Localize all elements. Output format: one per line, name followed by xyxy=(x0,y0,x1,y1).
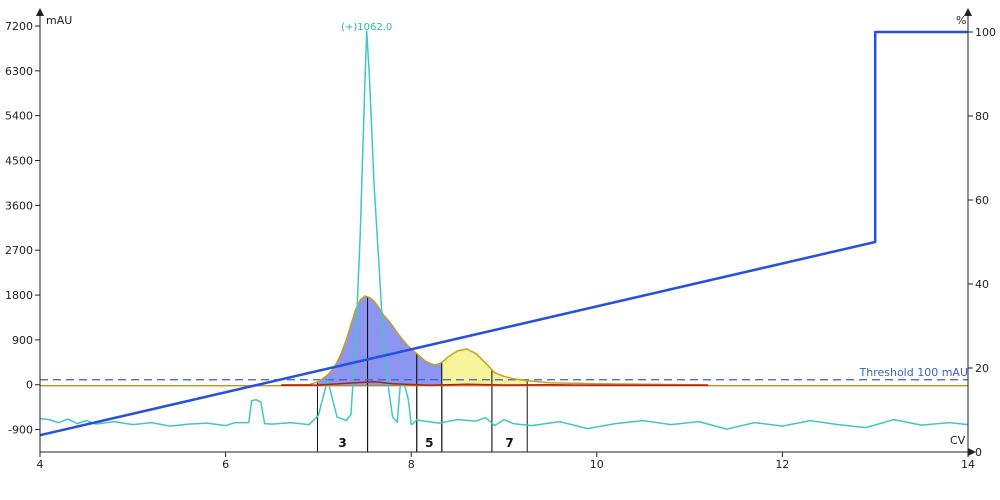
y-left-tick-label: -900 xyxy=(8,424,33,437)
ticks-layer: 4 6 8 10 12 14-900090018002700360045005400630… xyxy=(5,20,996,471)
axes-layer: mAU % CV xyxy=(36,8,976,456)
fraction-label-3: 3 xyxy=(338,436,346,450)
threshold-label: Threshold 100 mAU xyxy=(859,366,969,379)
fraction-area-5 xyxy=(491,369,528,386)
secondary-curve xyxy=(281,380,709,386)
conductivity-curve xyxy=(39,30,969,430)
y-left-tick-label: 4500 xyxy=(5,155,33,168)
y-left-tick-label: 2700 xyxy=(5,244,33,257)
fractions-layer: 3 5 7 xyxy=(316,296,528,452)
y-right-tick-label: 20 xyxy=(975,362,989,375)
annotation-layer: Threshold 100 mAU (+)1062.0 xyxy=(341,22,968,379)
y-left-tick-label: 7200 xyxy=(5,20,33,33)
gradient-curve xyxy=(39,30,968,437)
peak-label: (+)1062.0 xyxy=(341,22,392,33)
fraction-area-2 xyxy=(367,296,417,386)
fraction-area-3 xyxy=(416,353,442,386)
x-tick-label: 6 xyxy=(222,458,229,471)
y-left-tick-label: 900 xyxy=(12,334,33,347)
y-right-tick-label: 40 xyxy=(975,278,989,291)
x-tick-label: 8 xyxy=(408,458,415,471)
x-tick-label: 12 xyxy=(775,458,789,471)
y-left-axis-arrow xyxy=(36,8,44,16)
y-left-tick-label: 0 xyxy=(26,379,33,392)
y-left-tick-label: 6300 xyxy=(5,65,33,78)
series-layer xyxy=(39,30,969,437)
y-left-tick-label: 5400 xyxy=(5,110,33,123)
fraction-label-7: 7 xyxy=(505,436,513,450)
y-right-tick-label: 80 xyxy=(975,110,989,123)
y-left-tick-label: 1800 xyxy=(5,289,33,302)
y-right-axis-title: % xyxy=(956,14,966,27)
x-tick-label: 14 xyxy=(961,458,975,471)
y-left-tick-label: 3600 xyxy=(5,199,33,212)
y-left-axis-title: mAU xyxy=(46,14,72,27)
fraction-area-4 xyxy=(441,348,492,386)
y-right-tick-label: 100 xyxy=(975,26,996,39)
fraction-label-5: 5 xyxy=(425,436,433,450)
y-right-tick-label: 0 xyxy=(975,446,982,459)
y-right-tick-label: 60 xyxy=(975,194,989,207)
fraction-area-1 xyxy=(317,296,368,386)
x-axis-title: CV xyxy=(950,434,966,447)
y-right-axis-arrow xyxy=(964,8,972,16)
x-tick-label: 4 xyxy=(37,458,44,471)
uv-curve xyxy=(281,295,709,386)
x-tick-label: 10 xyxy=(590,458,604,471)
